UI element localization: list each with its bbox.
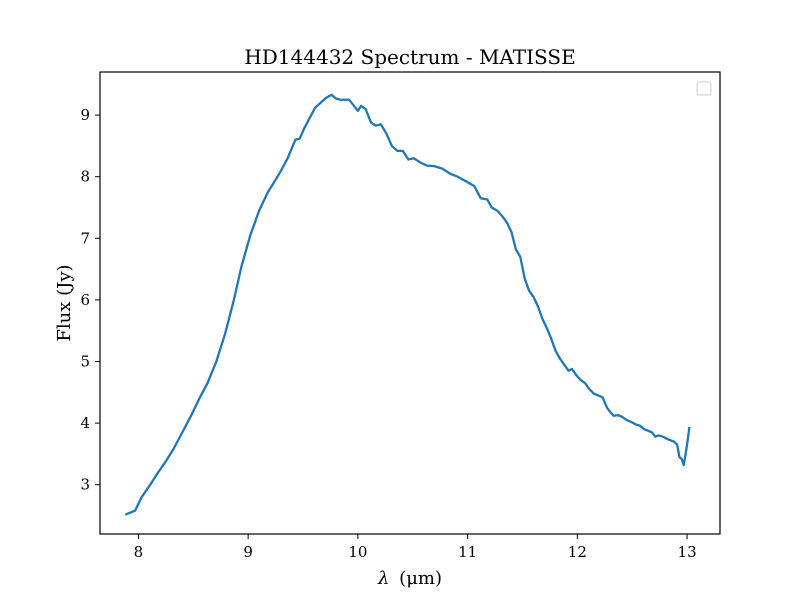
y-tick-label: 9 <box>80 106 90 124</box>
y-tick-label: 8 <box>80 168 90 186</box>
axis-ticks: 8 9 10 11 12 13 3 4 5 6 7 8 9 <box>80 106 696 561</box>
y-axis-label: Flux (Jy) <box>54 264 75 341</box>
x-axis-label-symbol: λ <box>377 568 389 589</box>
y-tick-label: 5 <box>80 353 90 371</box>
legend-box <box>696 81 712 96</box>
y-tick-label: 3 <box>80 476 90 494</box>
x-tick-label: 12 <box>568 543 587 561</box>
series-line <box>124 93 691 516</box>
y-tick-label: 7 <box>80 229 90 247</box>
y-tick-label: 6 <box>80 291 90 309</box>
chart-title: HD144432 Spectrum - MATISSE <box>244 45 575 69</box>
y-tick-label: 4 <box>80 414 90 432</box>
x-tick-label: 10 <box>348 543 367 561</box>
x-tick-label: 8 <box>134 543 144 561</box>
x-tick-label: 11 <box>458 543 477 561</box>
x-axis-label: λ (μm) <box>377 568 442 589</box>
plot-frame <box>99 71 721 535</box>
x-tick-label: 13 <box>678 543 697 561</box>
x-axis-label-unit: (μm) <box>399 568 442 589</box>
plot-area <box>124 93 691 516</box>
x-tick-label: 9 <box>243 543 253 561</box>
